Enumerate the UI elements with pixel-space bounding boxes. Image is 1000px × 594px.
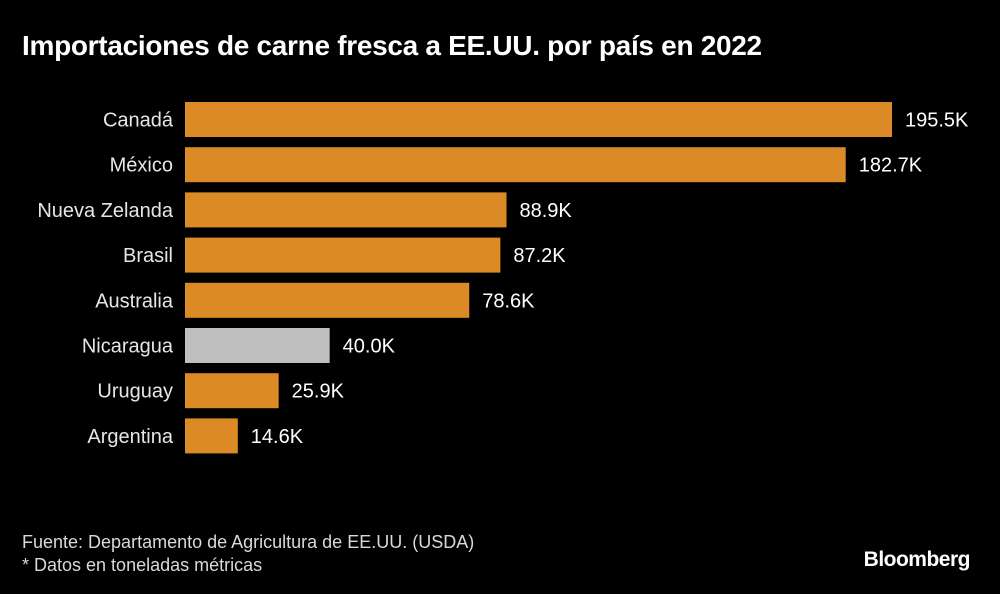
category-label: Argentina xyxy=(87,426,173,448)
category-label: Australia xyxy=(95,290,174,312)
bar xyxy=(185,373,279,409)
bar-group: Australia 78.6K xyxy=(95,282,535,318)
bar-group: Nueva Zelanda 88.9K xyxy=(37,192,572,228)
value-label: 88.9K xyxy=(519,200,572,222)
chart-title: Importaciones de carne fresca a EE.UU. p… xyxy=(22,30,762,61)
bar xyxy=(185,147,846,183)
source-note: Fuente: Departamento de Agricultura de E… xyxy=(22,531,474,577)
bar-group: México 182.7K xyxy=(110,147,923,183)
source-text: Fuente: Departamento de Agricultura de E… xyxy=(22,532,475,552)
value-label: 78.6K xyxy=(482,290,535,312)
value-label: 87.2K xyxy=(513,245,566,267)
bar xyxy=(185,418,238,454)
bar-group: Canadá 195.5K xyxy=(103,102,969,137)
bar xyxy=(185,102,892,137)
bar xyxy=(185,328,330,363)
category-label: Canadá xyxy=(103,110,174,132)
value-label: 14.6K xyxy=(251,426,304,448)
value-label: 40.0K xyxy=(343,336,396,358)
bar-group: Brasil 87.2K xyxy=(123,237,566,273)
value-label: 195.5K xyxy=(905,110,969,132)
bar xyxy=(185,237,501,273)
bar xyxy=(185,192,507,228)
category-label: Brasil xyxy=(123,245,173,267)
category-label: Uruguay xyxy=(97,381,173,403)
category-label: Nueva Zelanda xyxy=(37,200,174,222)
category-label: México xyxy=(110,155,173,177)
value-label: 182.7K xyxy=(859,155,923,177)
bars-layer: Canadá 195.5K México 182.7K Nueva Zelanda 88.… xyxy=(37,102,969,454)
bar-group: Argentina 14.6K xyxy=(87,418,304,454)
bar-group: Nicaragua 40.0K xyxy=(82,328,396,363)
bar xyxy=(185,282,470,318)
bar-group: Uruguay 25.9K xyxy=(97,373,345,409)
footnote-text: * Datos en toneladas métricas xyxy=(22,555,263,575)
value-label: 25.9K xyxy=(292,381,345,403)
category-label: Nicaragua xyxy=(82,336,174,358)
bloomberg-logo: Bloomberg xyxy=(863,548,971,571)
